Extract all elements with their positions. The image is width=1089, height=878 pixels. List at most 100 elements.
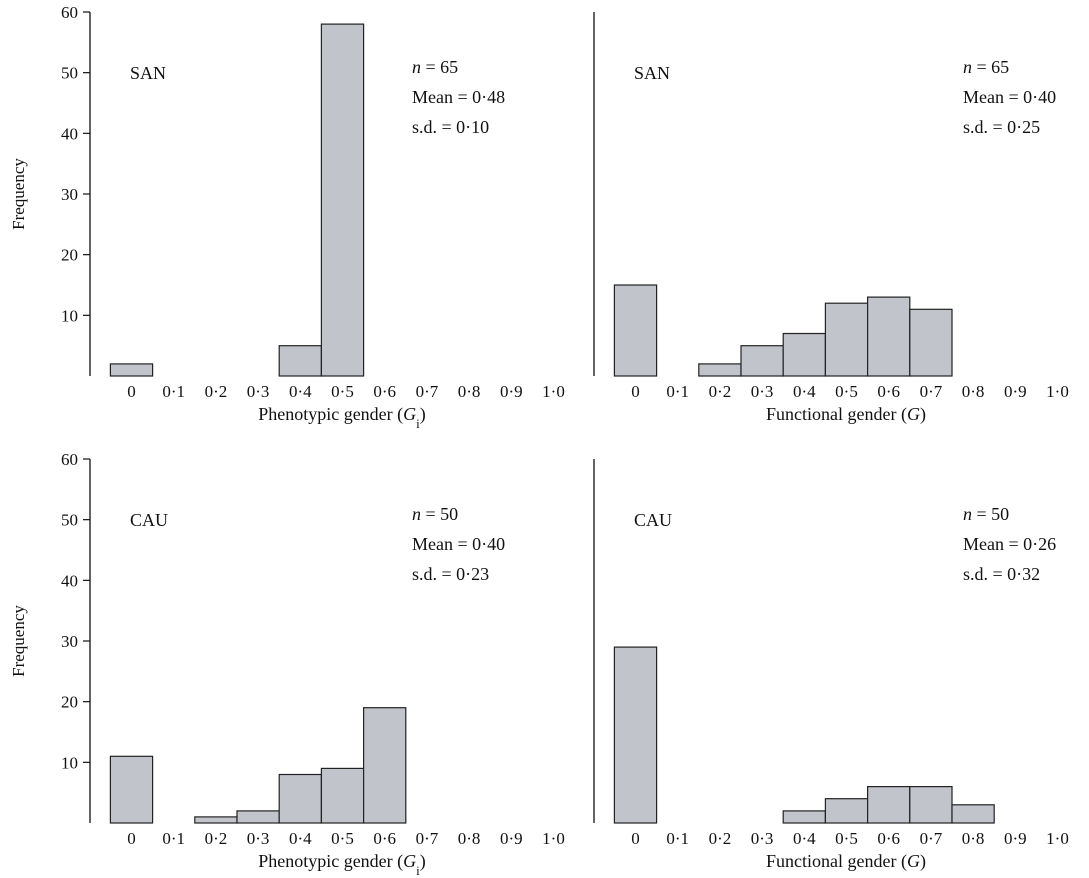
x-tick-label: 0·4: [793, 829, 816, 848]
bar-0-7: [909, 308, 953, 377]
x-tick-label: 0·6: [877, 382, 900, 401]
x-tick-label: 0·1: [162, 382, 185, 401]
stat-sd: s.d. = 0·32: [963, 564, 1040, 584]
x-tick-label: 1·0: [542, 382, 565, 401]
stat-n: n = 50: [412, 504, 458, 524]
x-tick-label: 1·0: [1046, 829, 1069, 848]
y-tick-label: 20: [61, 246, 78, 265]
y-axis-label: Frequency: [9, 605, 28, 677]
y-tick-label: 20: [61, 693, 78, 712]
stat-sd: s.d. = 0·23: [412, 564, 489, 584]
x-tick-label: 0·9: [500, 382, 523, 401]
x-tick-label: 0·5: [331, 382, 354, 401]
x-tick-label: 0·9: [1004, 829, 1027, 848]
y-tick-label: 50: [61, 511, 78, 530]
x-tick-label: 0·4: [289, 382, 312, 401]
y-axis-label: Frequency: [9, 158, 28, 230]
x-tick-label: 0·6: [373, 829, 396, 848]
y-tick-label: 50: [61, 64, 78, 83]
bar-0-8: [951, 804, 995, 824]
bar-0: [613, 284, 658, 377]
x-axis-label: Phenotypic gender (Gi): [258, 851, 426, 878]
x-tick-label: 0·3: [247, 829, 270, 848]
y-tick-label: 60: [61, 450, 78, 469]
x-tick-label: 0·2: [709, 382, 732, 401]
stat-mean: Mean = 0·40: [963, 87, 1056, 107]
bar-0-6: [363, 707, 407, 824]
panel-label: SAN: [634, 63, 670, 83]
x-tick-label: 1·0: [542, 829, 565, 848]
bar-0-6: [866, 785, 911, 824]
bar-0-4: [278, 345, 323, 377]
x-tick-label: 0·5: [835, 829, 858, 848]
x-tick-label: 0·4: [289, 829, 312, 848]
x-tick-label: 0·5: [331, 829, 354, 848]
panel-label: CAU: [130, 510, 168, 530]
x-tick-label: 0: [631, 829, 640, 848]
x-tick-label: 1·0: [1046, 382, 1069, 401]
x-tick-label: 0·4: [793, 382, 816, 401]
x-tick-label: 0·9: [500, 829, 523, 848]
x-tick-label: 0: [127, 829, 136, 848]
y-tick-label: 40: [61, 571, 78, 590]
x-tick-label: 0·7: [416, 382, 439, 401]
stat-n: n = 65: [412, 57, 458, 77]
x-tick-label: 0·1: [162, 829, 185, 848]
x-tick-label: 0·3: [751, 829, 774, 848]
bar-0-3: [740, 345, 784, 377]
x-tick-label: 0·2: [709, 829, 732, 848]
x-tick-label: 0: [127, 382, 136, 401]
x-tick-label: 0: [631, 382, 640, 401]
bar-0-7: [909, 785, 953, 824]
panel-san-functional: 0 0·1 0·2 0·3 0·4 0·5 0·6 0·7 0·8 0·9 1·0 Functiona…: [613, 57, 1069, 425]
bar-0-4: [782, 332, 827, 377]
bar-0-3: [236, 810, 280, 824]
x-axis-label: Functional gender (G): [766, 404, 926, 425]
x-tick-label: 0·7: [920, 829, 943, 848]
stat-sd: s.d. = 0·10: [412, 117, 489, 137]
bar-0-4: [278, 773, 323, 824]
bar-0: [613, 646, 658, 824]
panel-cau-phenotypic: 10 20 30 40 50 60 Frequency 0 0·1 0·2 0·3 0·4 0·5 0·6…: [9, 450, 565, 878]
x-tick-label: 0·2: [205, 382, 228, 401]
stat-n: n = 50: [963, 504, 1009, 524]
x-tick-label: 0·1: [666, 829, 689, 848]
x-tick-label: 0·9: [1004, 382, 1027, 401]
stat-sd: s.d. = 0·25: [963, 117, 1040, 137]
x-tick-label: 0·8: [458, 829, 481, 848]
x-tick-label: 0·8: [458, 382, 481, 401]
x-axis-label: Functional gender (G): [766, 851, 926, 872]
x-tick-label: 0·3: [751, 382, 774, 401]
bar-0-5: [824, 302, 869, 377]
x-tick-label: 0·2: [205, 829, 228, 848]
y-tick-label: 60: [61, 3, 78, 22]
bar-0-5: [824, 798, 869, 824]
stat-mean: Mean = 0·48: [412, 87, 505, 107]
panel-label: SAN: [130, 63, 166, 83]
bar-0: [109, 363, 154, 377]
x-axis-label: Phenotypic gender (Gi): [258, 404, 426, 431]
bar-0-2: [194, 816, 238, 824]
y-tick-label: 40: [61, 124, 78, 143]
stat-mean: Mean = 0·26: [963, 534, 1056, 554]
x-tick-label: 0·8: [962, 382, 985, 401]
x-tick-label: 0·3: [247, 382, 270, 401]
bar-0: [109, 755, 154, 824]
y-tick-label: 10: [61, 306, 78, 325]
panel-label: CAU: [634, 510, 672, 530]
x-tick-label: 0·7: [920, 382, 943, 401]
x-tick-label: 0·8: [962, 829, 985, 848]
x-tick-label: 0·7: [416, 829, 439, 848]
panel-san-phenotypic: 10 20 30 40 50 60 Frequency 0 0·1 0·2 0·3 0·4 0·5 0·6…: [9, 3, 565, 431]
bar-0-6: [866, 296, 911, 377]
y-tick-label: 30: [61, 632, 78, 651]
bar-0-4: [782, 810, 827, 824]
stat-n: n = 65: [963, 57, 1009, 77]
bar-0-5: [320, 23, 365, 377]
stat-mean: Mean = 0·40: [412, 534, 505, 554]
x-tick-label: 0·6: [877, 829, 900, 848]
y-tick-label: 10: [61, 753, 78, 772]
x-tick-label: 0·1: [666, 382, 689, 401]
bar-0-2: [698, 363, 742, 377]
